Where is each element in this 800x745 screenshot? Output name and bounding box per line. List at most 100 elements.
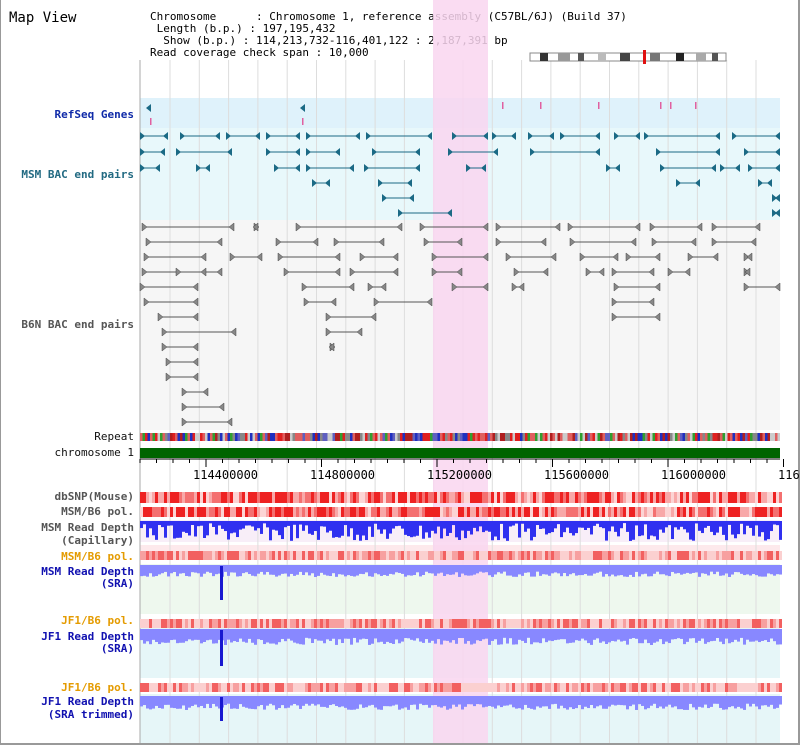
read-depth-bar — [536, 565, 539, 572]
repeat-mark — [172, 433, 175, 441]
polymorphism-mark — [275, 551, 278, 560]
read-depth-bar — [149, 521, 152, 529]
read-depth-bar — [344, 565, 347, 577]
read-depth-bar — [605, 521, 608, 541]
polymorphism-mark — [701, 551, 704, 560]
polymorphism-mark — [347, 683, 350, 692]
read-depth-bar — [611, 521, 614, 527]
repeat-mark — [552, 433, 555, 441]
msm-bac-end — [382, 194, 387, 202]
read-depth-bar — [380, 521, 383, 534]
read-depth-bar — [467, 696, 470, 705]
b6n-bac-end — [228, 222, 235, 232]
read-depth-bar — [431, 565, 434, 574]
polymorphism-mark — [704, 619, 707, 628]
polymorphism-mark — [377, 551, 380, 560]
read-depth-bar — [662, 565, 665, 575]
read-depth-bar — [710, 565, 713, 572]
ideogram-marker — [643, 50, 646, 64]
polymorphism-mark — [320, 683, 323, 692]
read-depth-bar — [494, 565, 497, 575]
polymorphism-mark — [221, 683, 224, 692]
read-depth-bar — [527, 696, 530, 708]
polymorphism-mark — [719, 683, 722, 692]
polymorphism-mark — [236, 492, 239, 503]
polymorphism-mark — [377, 619, 380, 628]
polymorphism-mark — [161, 492, 164, 503]
polymorphism-mark — [443, 619, 446, 628]
read-depth-bar — [224, 629, 227, 645]
read-depth-bar — [512, 629, 515, 645]
polymorphism-mark — [164, 492, 167, 503]
read-depth-bar — [743, 521, 746, 535]
polymorphism-mark — [344, 551, 347, 560]
polymorphism-mark — [605, 507, 608, 517]
read-depth-bar — [572, 629, 575, 643]
polymorphism-mark — [476, 492, 479, 503]
repeat-mark — [275, 433, 278, 441]
read-depth-bar — [296, 696, 299, 706]
polymorphism-mark — [512, 492, 515, 503]
polymorphism-mark — [149, 551, 152, 560]
msm-bac-end — [155, 164, 160, 172]
polymorphism-mark — [239, 507, 242, 517]
repeat-mark — [610, 433, 613, 441]
polymorphism-mark — [215, 507, 218, 517]
polymorphism-mark — [221, 619, 224, 628]
polymorphism-mark — [590, 507, 593, 517]
repeat-mark — [677, 433, 680, 441]
polymorphism-mark — [407, 551, 410, 560]
polymorphism-mark — [680, 507, 683, 517]
read-depth-bar — [197, 629, 200, 640]
polymorphism-mark — [431, 492, 434, 503]
polymorphism-mark — [674, 492, 677, 503]
polymorphism-mark — [428, 619, 431, 628]
read-depth-bar — [260, 565, 263, 572]
polymorphism-mark — [167, 619, 170, 628]
read-depth-bar — [506, 565, 509, 576]
read-depth-bar — [425, 629, 428, 640]
read-depth-bar — [251, 629, 254, 643]
read-depth-bar — [314, 629, 317, 640]
read-depth-bar — [149, 696, 152, 710]
polymorphism-mark — [746, 683, 749, 692]
polymorphism-mark — [251, 507, 254, 517]
polymorphism-mark — [488, 551, 491, 560]
repeat-mark — [522, 433, 525, 441]
read-depth-bar — [749, 629, 752, 642]
polymorphism-mark — [452, 551, 455, 560]
read-depth-bar — [260, 696, 263, 705]
polymorphism-mark — [572, 619, 575, 628]
read-depth-bar — [539, 629, 542, 644]
polymorphism-mark — [659, 507, 662, 517]
read-depth-bar — [692, 696, 695, 708]
polymorphism-mark — [302, 507, 305, 517]
b6n-bac-end — [451, 282, 458, 292]
polymorphism-mark — [173, 492, 176, 503]
refseq-gene-tick — [660, 102, 662, 109]
repeat-mark — [470, 433, 473, 441]
read-depth-bar — [620, 629, 623, 642]
repeat-mark — [757, 433, 760, 441]
read-depth-bar — [638, 565, 641, 577]
b6n-bac-end — [161, 327, 168, 337]
polymorphism-mark — [608, 683, 611, 692]
read-depth-bar — [623, 696, 626, 706]
msm-bac-end — [140, 164, 145, 172]
read-depth-bar — [392, 696, 395, 706]
polymorphism-mark — [326, 683, 329, 692]
read-depth-bar — [176, 696, 179, 709]
polymorphism-mark — [392, 492, 395, 503]
polymorphism-mark — [374, 507, 377, 517]
polymorphism-mark — [647, 619, 650, 628]
repeat-mark — [295, 433, 298, 441]
polymorphism-mark — [593, 683, 596, 692]
read-depth-bar — [458, 521, 461, 540]
read-depth-bar — [179, 696, 182, 709]
polymorphism-mark — [389, 619, 392, 628]
polymorphism-mark — [281, 683, 284, 692]
repeat-mark — [562, 433, 565, 441]
polymorphism-mark — [203, 619, 206, 628]
read-depth-bar — [569, 565, 572, 575]
